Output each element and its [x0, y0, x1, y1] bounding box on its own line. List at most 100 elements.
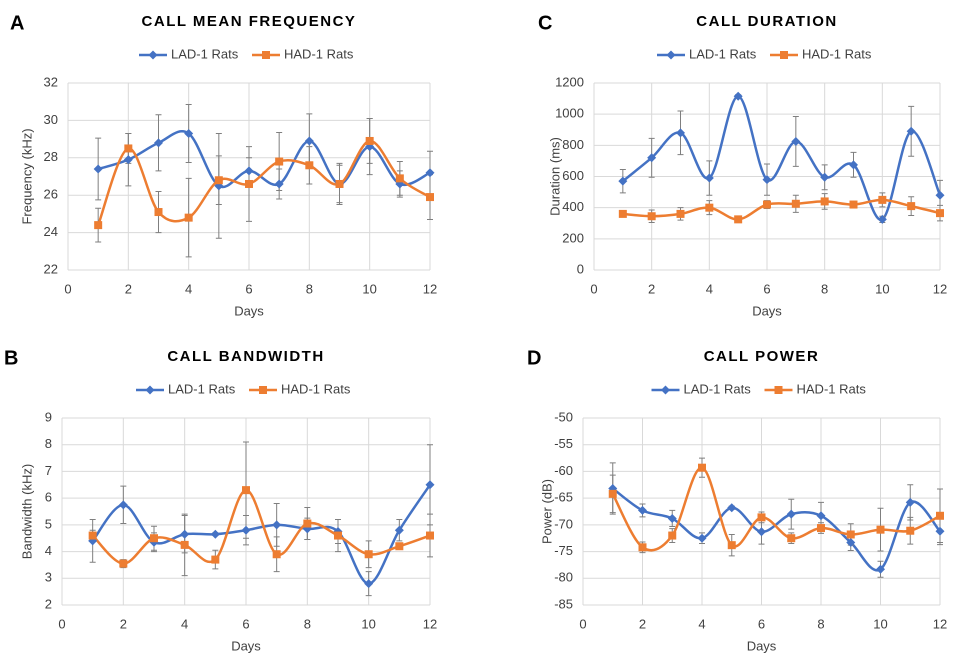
x-tick-label: 2: [639, 616, 646, 631]
marker: [935, 526, 945, 536]
marker: [180, 529, 190, 539]
marker: [241, 525, 251, 535]
marker: [727, 503, 737, 513]
marker: [816, 511, 826, 521]
marker: [88, 531, 97, 540]
x-tick-label: 4: [706, 281, 713, 296]
marker: [906, 126, 916, 136]
marker: [757, 513, 766, 522]
y-tick-label: 7: [45, 463, 52, 478]
marker: [618, 176, 628, 186]
y-tick-label: 6: [45, 490, 52, 505]
x-tick-label: 0: [579, 616, 586, 631]
marker: [647, 212, 656, 221]
marker: [763, 200, 771, 209]
y-tick-label: 4: [45, 543, 52, 558]
x-tick-label: 2: [648, 281, 655, 296]
x-tick-label: 6: [758, 616, 765, 631]
y-tick-label: 2: [45, 596, 52, 611]
series-line: [622, 198, 941, 221]
x-axis-label: Days: [234, 303, 264, 318]
marker: [272, 520, 282, 530]
chart-panel: C CALL DURATION 0 200 400 600 800 1000 1200 0 2 4 6 8…: [538, 12, 947, 318]
x-tick-label: 6: [242, 616, 249, 631]
marker: [364, 550, 373, 559]
marker: [668, 531, 677, 540]
marker: [335, 179, 344, 188]
chart-title: CALL BANDWIDTH: [167, 348, 324, 365]
y-tick-label: 600: [562, 168, 584, 183]
y-tick-label: 800: [562, 137, 584, 152]
legend-label: HAD-1 Rats: [281, 381, 351, 396]
x-tick-label: 8: [306, 281, 313, 296]
marker: [334, 531, 342, 540]
marker: [425, 480, 435, 490]
y-tick-label: 32: [44, 74, 58, 89]
marker: [210, 529, 220, 539]
x-tick-label: 0: [64, 281, 71, 296]
x-tick-label: 12: [933, 281, 947, 296]
y-axis-label: Frequency (kHz): [19, 128, 34, 224]
x-tick-label: 4: [185, 281, 192, 296]
legend-marker: [148, 50, 158, 60]
x-tick-label: 12: [933, 616, 947, 631]
x-tick-label: 10: [873, 616, 887, 631]
marker: [211, 555, 220, 564]
marker: [118, 500, 128, 510]
x-axis-label: Days: [752, 303, 782, 318]
y-tick-label: 24: [44, 224, 58, 239]
x-tick-label: 6: [763, 281, 770, 296]
y-axis-label: Duration (ms): [547, 137, 562, 216]
x-tick-label: 12: [423, 281, 437, 296]
marker: [698, 463, 706, 472]
panel-label: B: [4, 347, 18, 369]
marker: [123, 155, 133, 165]
legend-marker: [774, 386, 783, 394]
legend-label: LAD-1 Rats: [689, 46, 757, 61]
marker: [93, 164, 103, 174]
marker: [849, 200, 858, 209]
marker: [647, 153, 657, 163]
y-tick-label: 0: [577, 261, 584, 276]
y-tick-label: 200: [562, 230, 584, 245]
chart-title: CALL POWER: [704, 348, 820, 365]
legend-marker: [259, 386, 267, 394]
marker: [638, 543, 647, 552]
marker: [426, 531, 434, 540]
legend-marker: [666, 50, 676, 60]
marker: [849, 160, 858, 170]
marker: [762, 175, 772, 185]
marker: [304, 136, 314, 146]
y-tick-label: -50: [554, 409, 573, 424]
marker: [425, 168, 435, 178]
marker: [878, 195, 887, 204]
marker: [364, 579, 374, 589]
marker: [275, 157, 284, 166]
legend-marker: [262, 51, 270, 59]
marker: [935, 190, 945, 200]
marker: [676, 209, 685, 218]
marker: [154, 138, 163, 148]
legend-label: LAD-1 Rats: [684, 381, 752, 396]
chart-title: CALL DURATION: [696, 13, 837, 30]
y-tick-label: -70: [554, 516, 573, 531]
panel-label: A: [10, 12, 24, 34]
x-tick-label: 8: [304, 616, 311, 631]
y-tick-label: -60: [554, 463, 573, 478]
legend-marker: [780, 51, 788, 59]
y-axis-label: Power (dB): [539, 479, 554, 544]
marker: [733, 91, 743, 101]
y-tick-label: -55: [554, 436, 573, 451]
marker: [704, 173, 714, 183]
chart-title: CALL MEAN FREQUENCY: [142, 13, 357, 30]
marker: [608, 489, 617, 498]
y-axis-label: Bandwidth (kHz): [19, 464, 34, 559]
x-tick-label: 8: [821, 281, 828, 296]
x-tick-label: 10: [361, 616, 375, 631]
legend-label: LAD-1 Rats: [171, 46, 239, 61]
marker: [638, 505, 647, 515]
y-tick-label: 28: [44, 149, 58, 164]
marker: [214, 176, 223, 185]
